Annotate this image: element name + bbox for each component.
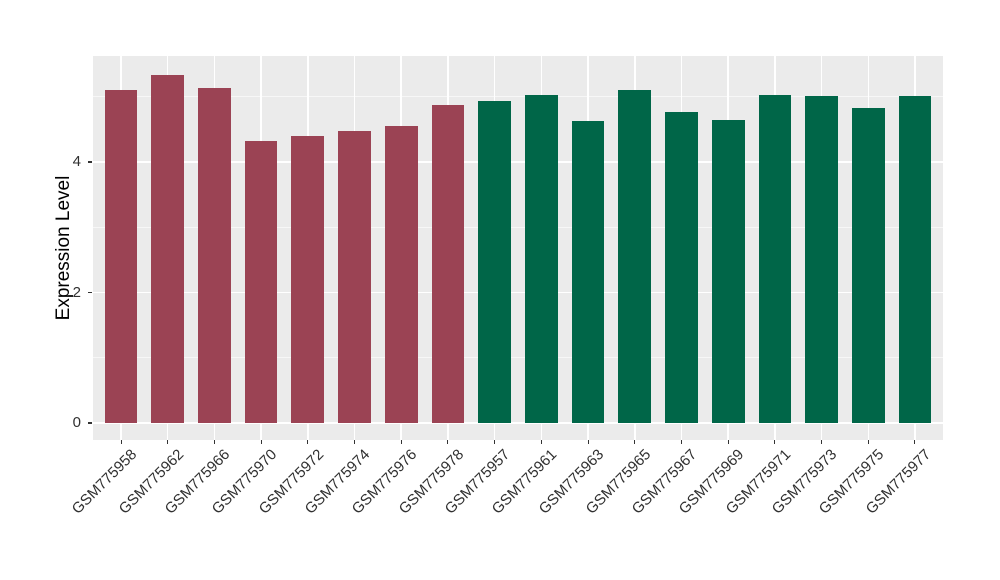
bar-GSM775957 <box>478 101 511 423</box>
bar-GSM775970 <box>244 141 278 423</box>
bar-GSM775965 <box>618 90 652 423</box>
bar-GSM775969 <box>711 120 745 423</box>
bar-GSM775967 <box>665 111 698 423</box>
y-axis-title: Expression Level <box>52 175 74 321</box>
minor-gridline <box>93 226 943 228</box>
x-axis-tick <box>120 440 122 444</box>
x-axis-tick <box>634 440 636 444</box>
minor-gridline <box>93 357 943 359</box>
bar-GSM775966 <box>198 88 231 423</box>
bar-GSM775961 <box>525 94 558 423</box>
major-gridline <box>93 291 943 294</box>
major-gridline <box>93 161 943 163</box>
y-tick-label: 4 <box>72 153 81 170</box>
x-axis-tick <box>680 440 682 444</box>
x-axis-tick <box>867 440 869 444</box>
plot-panel <box>93 56 943 440</box>
x-axis-tick <box>727 440 729 444</box>
x-axis-tick <box>914 440 916 444</box>
x-axis-tick <box>260 440 262 444</box>
x-axis-tick <box>354 440 356 444</box>
x-axis-tick <box>821 440 823 444</box>
bar-GSM775963 <box>571 120 605 423</box>
x-axis-tick <box>213 440 215 444</box>
bar-GSM775962 <box>151 74 185 423</box>
x-axis-tick <box>307 440 309 444</box>
minor-gridline <box>93 96 943 98</box>
x-axis-tick <box>447 440 449 444</box>
bar-GSM775974 <box>338 130 371 423</box>
bar-GSM775977 <box>898 96 932 423</box>
y-tick-label: 2 <box>72 283 81 301</box>
x-axis-tick <box>167 440 169 444</box>
major-gridline <box>93 422 943 424</box>
x-axis-tick <box>540 440 542 444</box>
bar-GSM775971 <box>758 94 792 423</box>
bar-GSM775975 <box>851 107 885 423</box>
bar-GSM775976 <box>384 126 418 423</box>
x-axis-tick <box>774 440 776 444</box>
y-axis-tick <box>88 161 92 163</box>
x-axis-tick <box>400 440 402 444</box>
x-axis-tick <box>494 440 496 444</box>
bar-GSM775973 <box>805 96 838 423</box>
bar-GSM775972 <box>291 135 325 423</box>
bar-GSM775958 <box>104 89 138 423</box>
y-tick-label: 0 <box>72 414 81 431</box>
y-axis-tick <box>88 422 92 424</box>
y-axis-tick <box>88 291 92 294</box>
bar-GSM775978 <box>431 104 465 423</box>
x-axis-tick <box>587 440 589 444</box>
